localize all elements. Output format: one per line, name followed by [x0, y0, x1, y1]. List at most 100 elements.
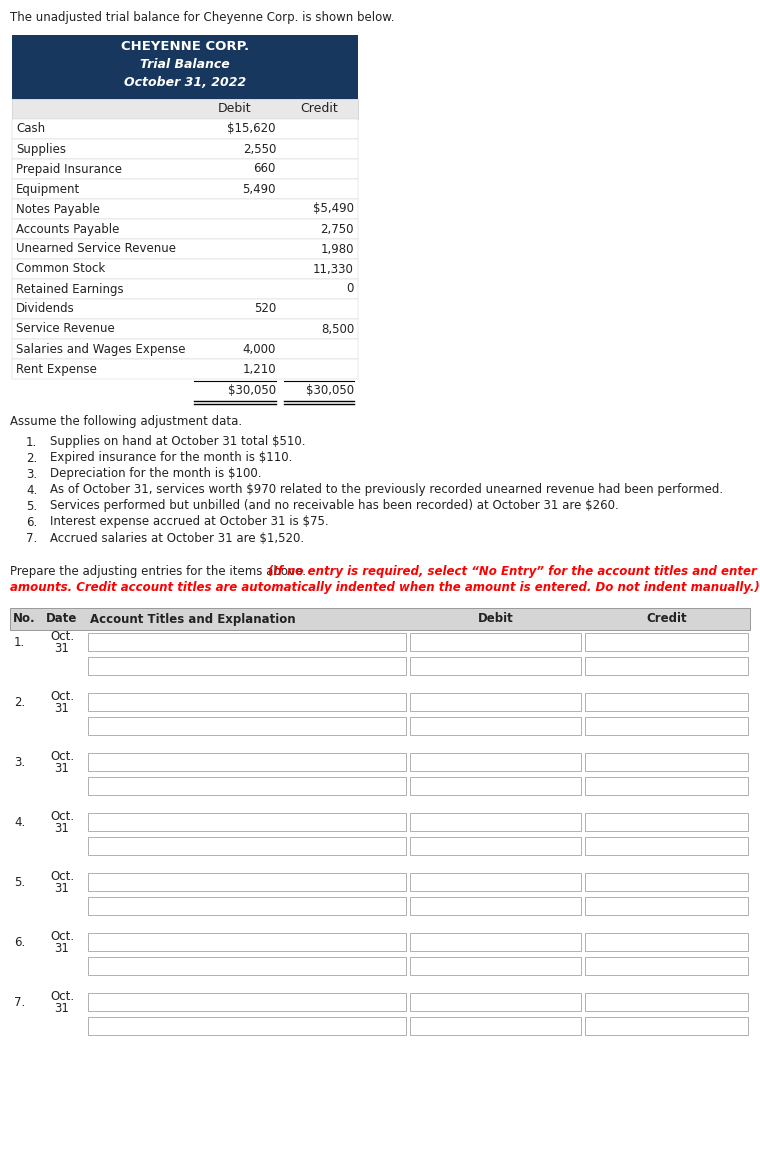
Bar — [88, 933, 406, 951]
Text: 5.: 5. — [26, 500, 37, 513]
Text: Supplies on hand at October 31 total $510.: Supplies on hand at October 31 total $51… — [50, 436, 306, 449]
Text: 2.: 2. — [14, 696, 25, 708]
Bar — [585, 1017, 748, 1035]
Bar — [12, 219, 358, 239]
Text: 0: 0 — [347, 282, 354, 296]
Text: 8,500: 8,500 — [321, 323, 354, 336]
Text: 2,750: 2,750 — [321, 223, 354, 235]
Text: Dividends: Dividends — [16, 303, 74, 316]
Text: 6.: 6. — [26, 515, 37, 529]
Bar — [585, 633, 748, 651]
Bar — [585, 897, 748, 915]
Text: $30,050: $30,050 — [228, 384, 276, 397]
Text: Rent Expense: Rent Expense — [16, 362, 97, 375]
Bar — [410, 777, 581, 795]
Text: Account Titles and Explanation: Account Titles and Explanation — [90, 613, 296, 626]
Bar — [410, 716, 581, 735]
Text: Accrued salaries at October 31 are $1,520.: Accrued salaries at October 31 are $1,52… — [50, 531, 304, 544]
Text: Depreciation for the month is $100.: Depreciation for the month is $100. — [50, 467, 261, 480]
Bar — [12, 199, 358, 219]
Text: 31: 31 — [55, 882, 69, 895]
Text: Trial Balance: Trial Balance — [140, 58, 230, 71]
Bar — [12, 299, 358, 319]
Text: amounts. Credit account titles are automatically indented when the amount is ent: amounts. Credit account titles are autom… — [10, 581, 760, 594]
Text: Unearned Service Revenue: Unearned Service Revenue — [16, 242, 176, 255]
Bar — [585, 956, 748, 975]
Text: Oct.: Oct. — [50, 691, 74, 704]
Text: Prepare the adjusting entries for the items above.: Prepare the adjusting entries for the it… — [10, 565, 310, 579]
Text: 6.: 6. — [14, 935, 25, 948]
Bar — [585, 716, 748, 735]
Bar — [88, 753, 406, 771]
Bar — [410, 897, 581, 915]
Text: 1,210: 1,210 — [242, 362, 276, 375]
Bar — [585, 777, 748, 795]
Text: As of October 31, services worth $970 related to the previously recorded unearne: As of October 31, services worth $970 re… — [50, 483, 723, 496]
Text: Oct.: Oct. — [50, 990, 74, 1003]
Text: Credit: Credit — [646, 613, 687, 626]
Bar — [88, 1017, 406, 1035]
Text: (If no entry is required, select “No Entry” for the account titles and enter 0 f: (If no entry is required, select “No Ent… — [268, 565, 760, 579]
Text: Prepaid Insurance: Prepaid Insurance — [16, 162, 122, 176]
Bar — [88, 836, 406, 855]
Bar — [88, 657, 406, 675]
Text: Oct.: Oct. — [50, 750, 74, 763]
Bar — [12, 139, 358, 158]
Bar — [12, 35, 358, 99]
Text: 31: 31 — [55, 1002, 69, 1015]
Bar — [410, 633, 581, 651]
Text: Salaries and Wages Expense: Salaries and Wages Expense — [16, 343, 185, 355]
Bar — [88, 716, 406, 735]
Text: 3.: 3. — [14, 755, 25, 769]
Bar — [410, 693, 581, 711]
Bar — [12, 278, 358, 299]
Text: 31: 31 — [55, 642, 69, 655]
Bar — [12, 239, 358, 259]
Bar — [12, 319, 358, 339]
Text: Cash: Cash — [16, 122, 45, 135]
Text: $30,050: $30,050 — [306, 384, 354, 397]
Text: 31: 31 — [55, 762, 69, 775]
Text: The unadjusted trial balance for Cheyenne Corp. is shown below.: The unadjusted trial balance for Cheyenn… — [10, 12, 394, 24]
Bar — [88, 693, 406, 711]
Text: 4.: 4. — [26, 483, 37, 496]
Text: 1,980: 1,980 — [321, 242, 354, 255]
Text: Service Revenue: Service Revenue — [16, 323, 115, 336]
Text: 31: 31 — [55, 821, 69, 834]
Bar — [410, 873, 581, 891]
Bar — [410, 993, 581, 1011]
Text: 5,490: 5,490 — [242, 183, 276, 196]
Text: Retained Earnings: Retained Earnings — [16, 282, 124, 296]
Text: 5.: 5. — [14, 876, 25, 889]
Bar — [88, 956, 406, 975]
Bar — [12, 339, 358, 359]
Text: 1.: 1. — [14, 635, 25, 649]
Bar — [410, 1017, 581, 1035]
Text: 3.: 3. — [26, 467, 37, 480]
Bar — [12, 259, 358, 278]
Bar — [12, 158, 358, 179]
Text: Oct.: Oct. — [50, 931, 74, 944]
Bar — [12, 119, 358, 139]
Text: Credit: Credit — [300, 103, 338, 115]
Text: Assume the following adjustment data.: Assume the following adjustment data. — [10, 416, 242, 429]
Text: 31: 31 — [55, 701, 69, 714]
Bar — [88, 897, 406, 915]
Bar — [585, 813, 748, 831]
Text: 660: 660 — [254, 162, 276, 176]
Text: 4,000: 4,000 — [242, 343, 276, 355]
Bar — [88, 993, 406, 1011]
Text: Common Stock: Common Stock — [16, 262, 105, 275]
Text: Debit: Debit — [218, 103, 252, 115]
Bar — [585, 873, 748, 891]
Bar — [12, 179, 358, 199]
Text: 11,330: 11,330 — [313, 262, 354, 275]
Text: 31: 31 — [55, 941, 69, 954]
Bar — [410, 753, 581, 771]
Text: Notes Payable: Notes Payable — [16, 203, 100, 216]
Bar — [585, 836, 748, 855]
Text: Accounts Payable: Accounts Payable — [16, 223, 119, 235]
Text: October 31, 2022: October 31, 2022 — [124, 76, 246, 89]
Text: Oct.: Oct. — [50, 811, 74, 824]
Bar — [88, 873, 406, 891]
